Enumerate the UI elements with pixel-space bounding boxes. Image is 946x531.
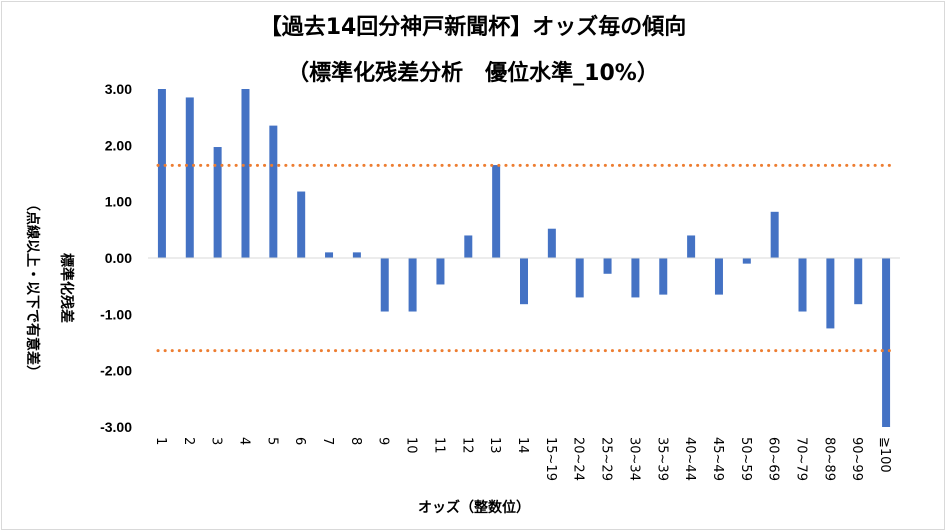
bar: [408, 258, 417, 312]
y-tick-label: 2.00: [105, 137, 132, 153]
x-tick-label: ≧100: [877, 437, 892, 473]
x-tick-label: 80~89: [821, 437, 836, 481]
x-tick-label: 45~49: [710, 437, 725, 481]
x-tick-label: 35~39: [654, 437, 669, 481]
x-tick-label: 14: [515, 437, 530, 454]
x-tick-label: 12: [459, 437, 474, 454]
bar: [603, 258, 612, 274]
y-tick-label: 0.00: [105, 250, 132, 266]
bar: [352, 252, 361, 258]
bar: [742, 258, 751, 264]
x-tick-label: 20~24: [571, 437, 586, 481]
x-tick-label: 9: [376, 437, 391, 445]
y-tick-label: -2.00: [100, 363, 132, 379]
bar: [464, 235, 473, 258]
x-tick-label: 10: [404, 437, 419, 454]
bar: [659, 258, 668, 295]
x-tick-label: 2: [181, 437, 196, 445]
x-tick-label: 3: [209, 437, 224, 445]
chart-title: 【過去14回分神戸新聞杯】オッズ毎の傾向: [259, 15, 687, 40]
x-tick-label: 15~19: [543, 437, 558, 481]
x-tick-label: 6: [292, 437, 307, 445]
y-tick-label: 3.00: [105, 81, 132, 97]
bar: [492, 165, 501, 258]
bar: [575, 258, 584, 298]
x-tick-label: 13: [487, 437, 502, 454]
x-tick-label: 90~99: [849, 437, 864, 481]
x-tick-label: 40~44: [682, 437, 697, 481]
bar: [826, 258, 835, 329]
x-tick-label: 1: [153, 437, 168, 445]
x-tick-label: 4: [236, 437, 251, 445]
bar: [547, 228, 556, 258]
x-tick-label: 25~29: [599, 437, 614, 481]
y-axis-label-note: （点線以上・以下で有意差）: [24, 197, 41, 379]
x-tick-label: 70~79: [794, 437, 809, 481]
bar: [798, 258, 807, 312]
bar: [854, 258, 863, 305]
x-axis-ticks: 1 2 3 4 5 6 7 8 9 10 11 12 13 14 15~19 20~24 25~29 30~34 3…: [153, 437, 892, 481]
y-tick-label: -3.00: [100, 419, 132, 435]
bar: [631, 258, 640, 298]
bar: [436, 258, 445, 285]
x-tick-label: 8: [348, 437, 363, 445]
bar: [269, 125, 278, 258]
bar: [297, 191, 306, 258]
bar: [325, 252, 334, 258]
x-tick-label: 7: [320, 437, 335, 445]
x-tick-label: 60~69: [766, 437, 781, 481]
y-axis-label: 標準化残差: [58, 253, 75, 323]
bar: [213, 147, 222, 258]
bar: [380, 258, 389, 312]
bar: [157, 89, 166, 258]
y-tick-label: 1.00: [105, 194, 132, 210]
bar: [185, 97, 194, 258]
x-tick-label: 5: [264, 437, 279, 445]
y-axis-ticks: 3.00 2.00 1.00 0.00 -1.00 -2.00 -3.00: [100, 81, 132, 435]
bar: [241, 89, 250, 258]
bar: [770, 211, 779, 258]
bar: [687, 235, 696, 258]
threshold-lines: [156, 163, 892, 353]
x-tick-label: 11: [431, 437, 446, 454]
chart-subtitle: （標準化残差分析 優位水準_10%）: [287, 61, 659, 86]
bar: [882, 258, 891, 427]
x-axis-label: オッズ（整数位）: [418, 499, 530, 516]
x-tick-label: 50~59: [738, 437, 753, 481]
bar: [520, 258, 528, 305]
bars: [157, 89, 891, 427]
x-tick-label: 30~34: [626, 437, 641, 481]
y-tick-label: -1.00: [100, 306, 132, 322]
bar: [714, 258, 723, 295]
